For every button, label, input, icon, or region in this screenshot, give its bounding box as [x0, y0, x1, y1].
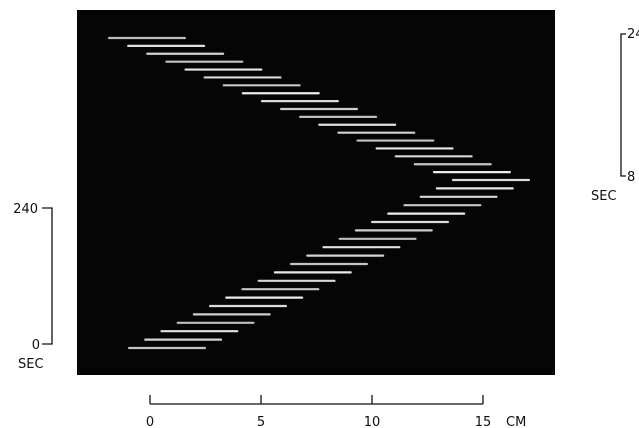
- trace-streak: [209, 305, 287, 307]
- trace-streak: [322, 246, 400, 248]
- left-scale-bracket: [42, 208, 52, 344]
- trace-streak: [204, 76, 282, 78]
- trace-streak: [337, 132, 415, 134]
- left-scale-unit: SEC: [18, 357, 44, 372]
- trace-streak: [128, 347, 206, 349]
- distance-tick-label: 10: [364, 415, 381, 428]
- right-scale-unit: SEC: [591, 189, 617, 204]
- trace-streak: [108, 37, 186, 39]
- left-scale-top-label: 240: [13, 202, 38, 217]
- trace-streak: [376, 147, 454, 149]
- trace-streak: [299, 116, 377, 118]
- trace-streak: [433, 171, 511, 173]
- trace-streak: [165, 61, 243, 63]
- trace-streak: [414, 163, 492, 165]
- trace-streak: [241, 288, 319, 290]
- trace-streak: [280, 108, 358, 110]
- trace-streak: [355, 229, 433, 231]
- trace-streak: [339, 238, 417, 240]
- trace-streak: [160, 330, 238, 332]
- trace-streak: [193, 313, 271, 315]
- left-time-scale: 240 0 SEC: [13, 202, 52, 372]
- distance-scale: 0 5 10 15 CM: [146, 395, 526, 428]
- trace-streak: [356, 139, 434, 141]
- trace-streak: [258, 280, 336, 282]
- trace-streak: [184, 68, 262, 70]
- distance-tick-label: 5: [257, 415, 265, 428]
- distance-tick-label: 0: [146, 415, 154, 428]
- right-time-scale: 248 8 SEC: [591, 27, 639, 204]
- trace-streak: [452, 179, 530, 181]
- trace-streak: [371, 221, 449, 223]
- trace-streak: [177, 322, 255, 324]
- trace-streak: [403, 204, 481, 206]
- trace-streak: [274, 271, 352, 273]
- right-scale-bracket: [621, 34, 626, 176]
- distance-scale-ticks: 0 5 10 15: [146, 395, 491, 428]
- trace-streak: [318, 124, 396, 126]
- trace-streak: [290, 263, 368, 265]
- trace-streak: [144, 339, 222, 341]
- trace-streak: [420, 196, 498, 198]
- trace-streak: [395, 155, 473, 157]
- trace-streak: [223, 84, 301, 86]
- trace-streak: [387, 213, 465, 215]
- trace-streak: [146, 53, 224, 55]
- photo-panel: [77, 10, 555, 375]
- trace-streak: [242, 92, 320, 94]
- trace-streak: [127, 45, 205, 47]
- left-scale-bottom-label: 0: [32, 338, 40, 353]
- trace-streak: [225, 297, 303, 299]
- right-scale-bottom-label: 8: [627, 170, 635, 185]
- distance-tick-label: 15: [475, 415, 492, 428]
- trace-streak: [436, 187, 514, 189]
- distance-scale-unit: CM: [506, 415, 526, 428]
- right-scale-top-label: 248: [627, 27, 639, 42]
- trace-streak: [261, 100, 339, 102]
- trace-streak: [306, 255, 384, 257]
